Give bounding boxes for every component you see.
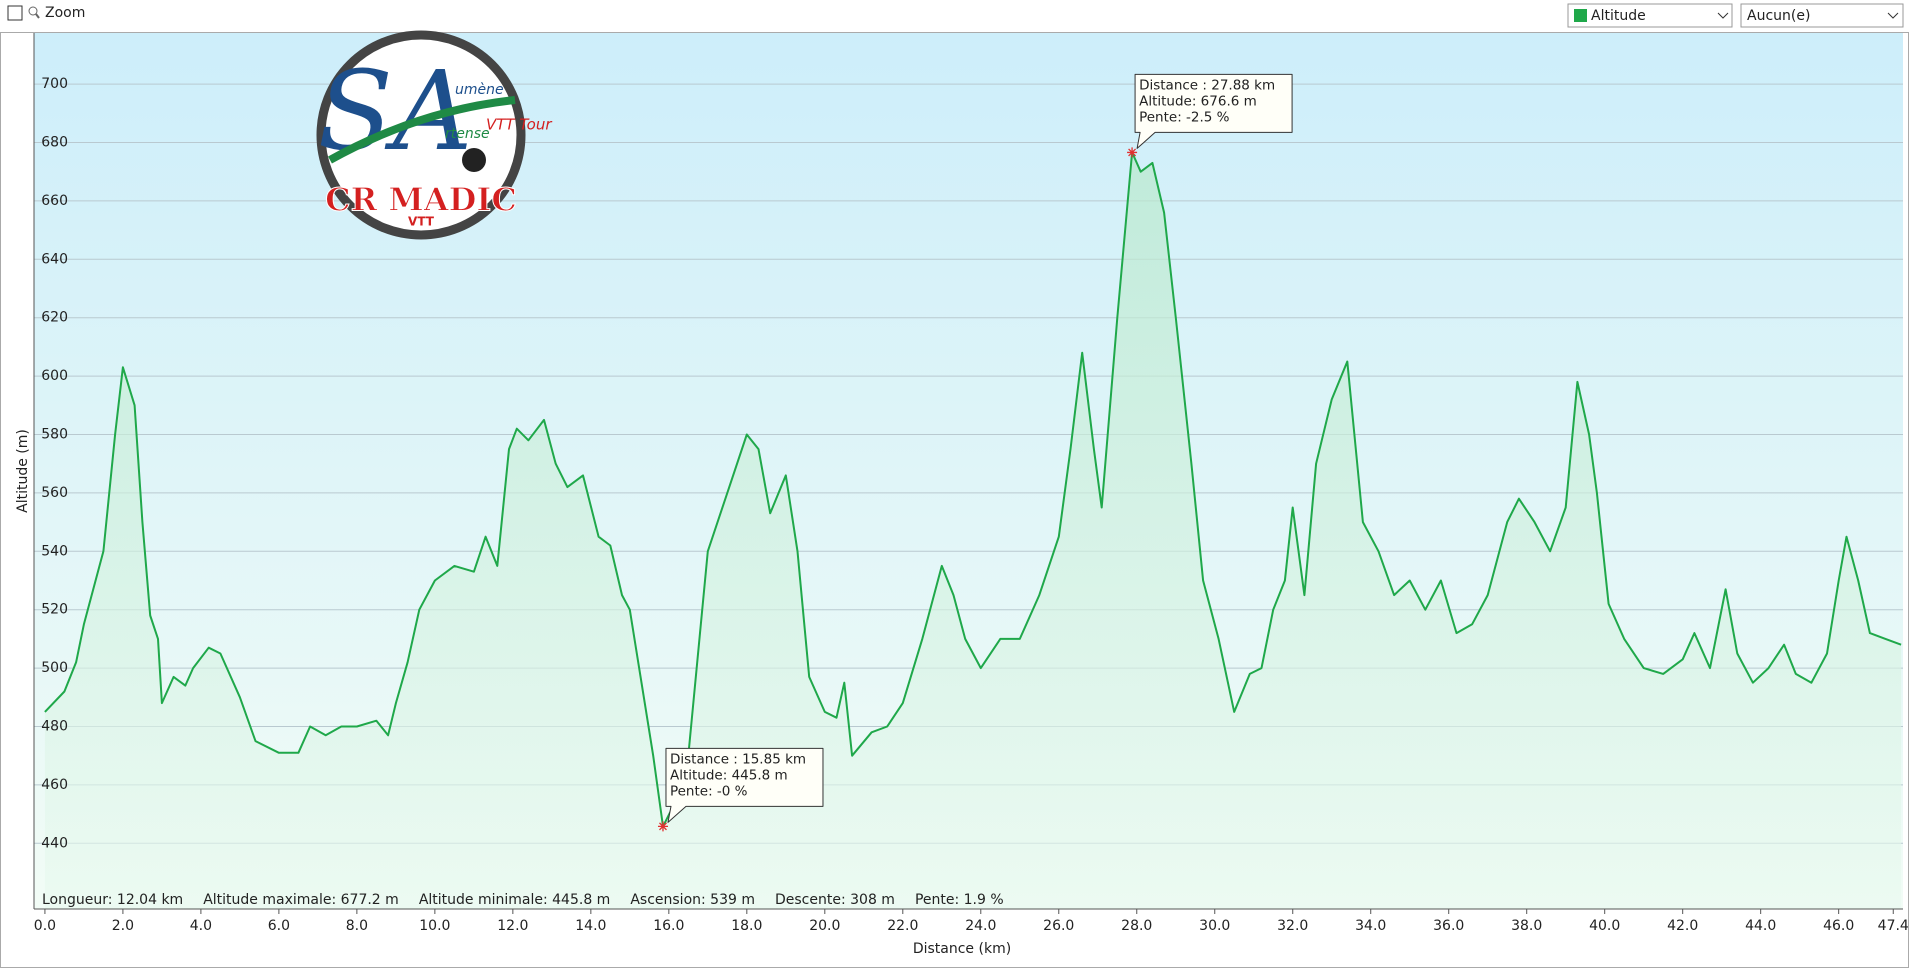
dropdown-text: Aucun(e): [1747, 8, 1810, 24]
stat-item: Pente: 1.9 %: [915, 892, 1004, 908]
stat-item: Longueur: 12.04 km: [42, 892, 183, 908]
x-tick-label: 12.0: [497, 918, 528, 934]
altitude-line: [44, 151, 1902, 828]
x-tick-label: 18.0: [731, 918, 762, 934]
x-tick-label: 44.0: [1745, 918, 1776, 934]
x-tick-label: 34.0: [1355, 918, 1386, 934]
y-tick-label: 480: [41, 719, 68, 735]
y-tick-label: 620: [41, 310, 68, 326]
stat-item: Altitude maximale: 677.2 m: [203, 892, 399, 908]
x-tick-label: 36.0: [1433, 918, 1464, 934]
zoom-checkbox[interactable]: [7, 5, 23, 21]
x-tick-label: 30.0: [1199, 918, 1230, 934]
x-tick-label: 14.0: [575, 918, 606, 934]
x-tick-label: 22.0: [887, 918, 918, 934]
tooltip-box: [665, 747, 824, 823]
tooltip-box: [1134, 73, 1293, 149]
x-tick-label: 26.0: [1043, 918, 1074, 934]
x-axis-label: Distance (km): [913, 941, 1011, 957]
x-tick-label: 32.0: [1277, 918, 1308, 934]
dropdown-arrow: [1717, 12, 1729, 19]
y-tick-label: 540: [41, 543, 68, 559]
stats-bar: Longueur: 12.04 km Altitude maximale: 677…: [42, 892, 1004, 908]
logo: SA umène rtense VTT Tour CR MADIC VTT: [316, 30, 552, 240]
logo-swoosh: [328, 96, 516, 164]
tooltip-line: Altitude: 676.6 m: [1139, 93, 1257, 109]
logo-sub: VTT: [408, 215, 435, 229]
secondary-dropdown[interactable]: Aucun(e): [1740, 3, 1904, 28]
tooltip-line: Altitude: 445.8 m: [670, 767, 788, 783]
dropdown-text: Altitude: [1591, 8, 1646, 24]
zoom-icon-handle: [35, 13, 40, 19]
x-tick-label: 47.4: [1878, 918, 1909, 934]
x-tick-label: 10.0: [419, 918, 450, 934]
altitude-area: [44, 152, 1902, 909]
y-tick-label: 700: [41, 76, 68, 92]
logo-rider: [462, 148, 486, 172]
y-tick-label: 660: [41, 193, 68, 209]
logo-ring: [316, 30, 526, 240]
x-tick-label: 2.0: [112, 918, 134, 934]
y-tick-label: 520: [41, 602, 68, 618]
y-tick-label: 580: [41, 427, 68, 443]
y-axis-label: Altitude (m): [15, 429, 31, 513]
x-tick-label: 24.0: [965, 918, 996, 934]
y-tick-label: 640: [41, 251, 68, 267]
y-tick-label: 560: [41, 485, 68, 501]
series-dropdown[interactable]: Altitude: [1567, 3, 1733, 28]
x-tick-label: 20.0: [809, 918, 840, 934]
x-tick-label: 38.0: [1511, 918, 1542, 934]
tooltip-line: Distance : 15.85 km: [670, 751, 806, 767]
dropdown-box[interactable]: [1567, 3, 1733, 28]
dropdown-arrow: [1887, 12, 1899, 19]
dropdown-box[interactable]: [1740, 3, 1904, 28]
y-tick-label: 500: [41, 660, 68, 676]
logo-word: VTT Tour: [486, 116, 552, 134]
stat-item: Descente: 308 m: [775, 892, 895, 908]
x-tick-label: 28.0: [1121, 918, 1152, 934]
x-tick-label: 40.0: [1589, 918, 1620, 934]
series-swatch: [1574, 9, 1587, 22]
x-tick-label: 0.0: [34, 918, 56, 934]
zoom-icon: [28, 6, 38, 16]
y-tick-label: 680: [41, 135, 68, 151]
tooltip-line: Pente: -2.5 %: [1139, 109, 1230, 125]
x-tick-label: 8.0: [346, 918, 368, 934]
logo-word: rtense: [445, 126, 490, 142]
tooltip-line: Distance : 27.88 km: [1139, 77, 1275, 93]
x-tick-label: 16.0: [653, 918, 684, 934]
logo-title: CR MADIC: [325, 181, 517, 219]
zoom-label: Zoom: [45, 5, 85, 21]
logo-word: umène: [455, 82, 504, 98]
point-marker: [657, 821, 668, 832]
tooltip-line: Pente: -0 %: [670, 783, 748, 799]
point-marker: [1127, 147, 1138, 158]
stat-item: Ascension: 539 m: [630, 892, 755, 908]
y-tick-label: 600: [41, 368, 68, 384]
y-tick-label: 460: [41, 777, 68, 793]
x-tick-label: 4.0: [190, 918, 212, 934]
y-tick-label: 440: [41, 835, 68, 851]
x-tick-label: 42.0: [1667, 918, 1698, 934]
x-tick-label: 46.0: [1823, 918, 1854, 934]
series-layer: [44, 151, 1902, 909]
x-tick-label: 6.0: [268, 918, 290, 934]
stat-item: Altitude minimale: 445.8 m: [419, 892, 611, 908]
